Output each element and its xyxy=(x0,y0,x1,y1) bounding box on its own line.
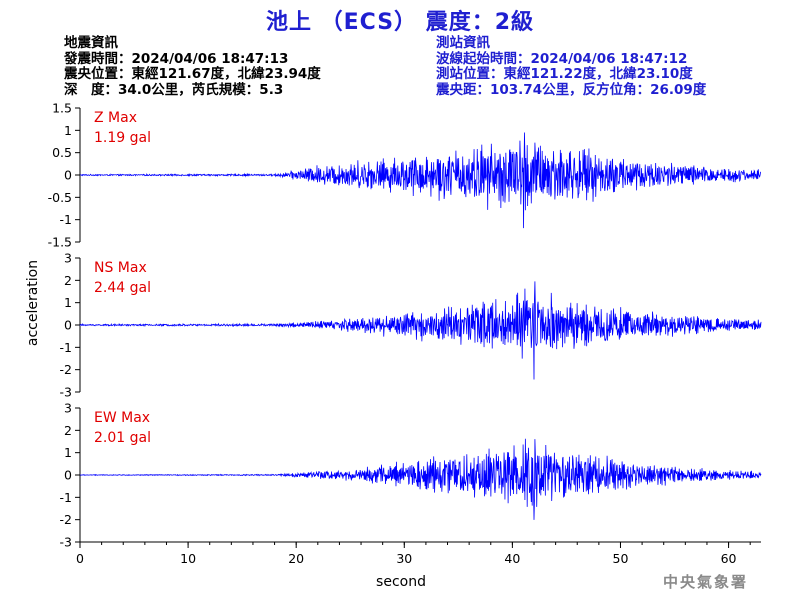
distance-azimuth: 震央距：103.74公里，反方位角：26.09度 xyxy=(436,81,707,98)
station-info-heading: 測站資訊 xyxy=(436,35,490,51)
y-tick-label: -1 xyxy=(60,212,72,227)
y-tick-label: -1 xyxy=(60,490,72,505)
x-tick-label: 0 xyxy=(76,551,84,566)
event-info-heading: 地震資訊 xyxy=(64,35,118,51)
event-info-block: 地震資訊 發震時間：2024/04/06 18:47:13 震央位置：東經121… xyxy=(64,35,321,98)
panel-ns: -3 -2 -1 0 1 2 3 NS Max 2.44 gal xyxy=(60,251,762,400)
y-tick-label: 0 xyxy=(64,468,72,483)
x-tick-label: 50 xyxy=(613,551,629,566)
y-tick-label: 3 xyxy=(64,401,72,416)
x-tick-label: 20 xyxy=(288,551,304,566)
y-tick-label: 2 xyxy=(64,273,72,288)
y-tick-label: -1 xyxy=(60,340,72,355)
y-tick-label: -2 xyxy=(60,512,72,527)
origin-time: 發震時間：2024/04/06 18:47:13 xyxy=(64,50,289,67)
y-tick-label: 0 xyxy=(64,318,72,333)
y-tick-label: 1.5 xyxy=(52,101,72,116)
x-axis-label: second xyxy=(376,574,426,590)
panel-ew: -3 -2 -1 0 1 2 3 EW Max 2.01 gal xyxy=(60,401,762,550)
x-tick-label: 40 xyxy=(504,551,520,566)
station-location: 測站位置：東經121.22度，北緯23.10度 xyxy=(436,66,693,82)
max-value-z: 1.19 gal xyxy=(94,130,151,146)
max-label-ns: NS Max xyxy=(94,260,147,276)
waveform-trace-z xyxy=(79,132,762,229)
y-tick-label: 2 xyxy=(64,423,72,438)
waveform-trace-ew xyxy=(79,438,762,520)
y-tick-label: 1 xyxy=(64,123,72,138)
y-tick-label: 0 xyxy=(64,168,72,183)
max-label-z: Z Max xyxy=(94,110,137,126)
max-value-ew: 2.01 gal xyxy=(94,430,151,446)
y-tick-label: 3 xyxy=(64,251,72,266)
station-info-block: 測站資訊 波線起始時間：2024/04/06 18:47:12 測站位置：東經1… xyxy=(436,35,707,98)
y-axis-label: acceleration xyxy=(25,260,41,346)
epicenter-location: 震央位置：東經121.67度，北緯23.94度 xyxy=(64,66,321,82)
panel-z: -1.5 -1 -0.5 0 0.5 1 1.5 Z Max 1.19 gal xyxy=(48,101,762,250)
x-tick-label: 60 xyxy=(721,551,737,566)
depth-magnitude: 深 度：34.0公里，芮氏規模：5.3 xyxy=(64,81,284,98)
y-tick-label: -3 xyxy=(60,535,72,550)
y-tick-label: -0.5 xyxy=(48,190,72,205)
chart-title: 池上 （ECS） 震度：2級 xyxy=(265,10,535,35)
seismogram-panels: -1.5 -1 -0.5 0 0.5 1 1.5 Z Max 1.19 gal -3 -2 -1 0 1 2… xyxy=(48,101,762,566)
x-tick-label: 30 xyxy=(396,551,412,566)
y-tick-label: -3 xyxy=(60,385,72,400)
y-tick-label: -1.5 xyxy=(48,235,72,250)
y-tick-label: 0.5 xyxy=(52,145,72,160)
y-tick-label: -2 xyxy=(60,362,72,377)
waveform-trace-ns xyxy=(79,281,762,380)
agency-footer: 中央氣象署 xyxy=(662,573,748,591)
x-tick-label: 10 xyxy=(180,551,196,566)
max-value-ns: 2.44 gal xyxy=(94,280,151,296)
y-tick-label: 1 xyxy=(64,445,72,460)
wave-start-time: 波線起始時間：2024/04/06 18:47:12 xyxy=(436,50,688,67)
y-tick-label: 1 xyxy=(64,295,72,310)
max-label-ew: EW Max xyxy=(94,410,150,426)
